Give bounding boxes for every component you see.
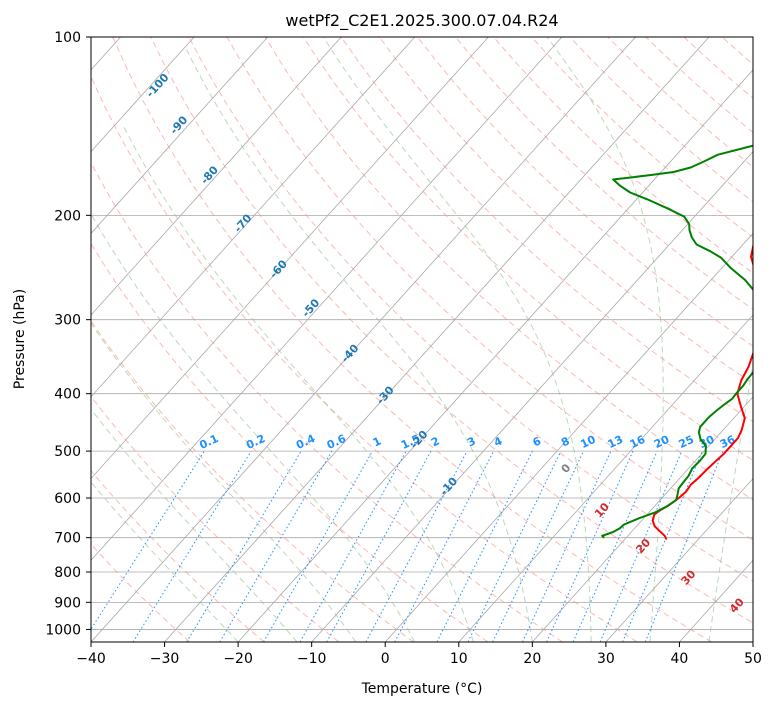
isotherm-line [458,314,753,642]
x-axis-label: Temperature (°C) [361,681,483,697]
y-tick-label: 1000 [45,622,81,638]
x-tick-label: 10 [450,651,468,667]
chart-title: wetPf2_C2E1.2025.300.07.04.R24 [285,11,558,31]
x-tick-label: −30 [150,651,180,667]
mixing-ratio-line [91,450,205,631]
y-tick-label: 900 [54,595,81,611]
y-tick-label: 800 [54,565,81,581]
mixing-ratio-label: 25 [677,433,696,451]
isotherm-line [311,151,753,642]
dry-adiabat-line [150,37,753,624]
moist-adiabat-line [91,408,298,642]
isotherm-line [752,641,753,642]
plot-background [91,37,753,642]
mixing-ratio-label: 10 [578,433,598,451]
x-tick-label: 20 [523,651,541,667]
dry-adiabat-line [417,37,753,347]
moist-adiabat-line [708,360,753,642]
mixing-ratio-line [299,450,407,642]
x-tick-label: 0 [381,651,390,667]
y-tick-label: 200 [54,208,81,224]
x-tick-label: −20 [223,651,253,667]
mixing-ratio-label: 16 [628,433,648,451]
isotherm-line [164,37,710,642]
x-tick-label: 50 [744,651,762,667]
isotherm-line [91,37,416,398]
mixing-ratio-line [467,450,562,642]
mixing-ratio-line [263,450,373,642]
moist-adiabat-line [546,37,664,642]
mixing-ratio-line [365,450,468,642]
dry-adiabat-line [455,37,753,310]
dry-adiabat-line [91,543,191,642]
y-tick-label: 300 [54,313,81,329]
isotherm-line [91,37,636,642]
moist-adiabat-line [91,322,357,642]
mixing-ratio-line [492,450,585,642]
plot-area: 0.1 0.2 0.4 0.6 1 1.5 2 3 4 6 8 10 13 16 20 25 30 36-100-… [91,37,775,642]
isotherm-line [384,232,753,642]
mixing-ratio-line [546,450,634,642]
moist-adiabat-line [91,212,416,642]
mixing-ratio-line [572,450,658,642]
mixing-ratio-label: 30 [697,433,717,451]
y-tick-label: 500 [54,444,81,460]
isotherm-line [237,69,753,642]
x-tick-label: −40 [76,651,106,667]
dry-adiabat-line [112,37,713,642]
y-tick-label: 400 [54,387,81,403]
isotherm-line [91,37,269,234]
mixing-ratio-line [622,450,703,642]
isotherm-line [91,37,342,316]
isotherm-line [91,37,489,480]
mixing-ratio-line [599,450,683,642]
y-axis-label: Pressure (hPa) [12,289,28,389]
moist-adiabat-line [91,481,239,642]
moist-adiabat-line [322,37,592,642]
mixing-ratio-line [186,450,302,642]
dry-adiabat-line [91,395,340,642]
y-tick-label: 100 [54,30,81,46]
mixing-ratio-label: 36 [718,433,738,451]
mixing-ratio-line [522,450,612,642]
dry-adiabat-line [91,161,563,642]
dewpoint-profile-line [601,144,753,539]
moist-adiabat-line [186,49,533,642]
x-tick-label: −10 [297,651,327,667]
mixing-ratio-line [326,450,432,642]
x-tick-label: 40 [671,651,689,667]
dry-adiabat-line [760,37,775,642]
y-tick-label: 600 [54,491,81,507]
mixing-ratio-line [219,450,333,642]
isotherm-line [532,396,753,642]
y-tick-label: 700 [54,531,81,547]
moist-adiabat-line [121,123,474,642]
mixing-ratio-label: 20 [652,433,672,451]
dry-adiabat-line [91,242,489,642]
isotherm-line [91,37,563,561]
x-tick-label: 30 [597,651,615,667]
mixing-ratio-line [132,450,252,642]
plot-frame [90,36,754,643]
isotherm-line [605,477,753,642]
isotherm-line [91,37,195,153]
mixing-ratio-label: 13 [606,433,625,451]
axis-ticks: −40 −30 −20 −10 0 10 20 30 40 50 100 200 300 400 500 60… [45,30,762,667]
dry-adiabat-line [91,469,265,642]
